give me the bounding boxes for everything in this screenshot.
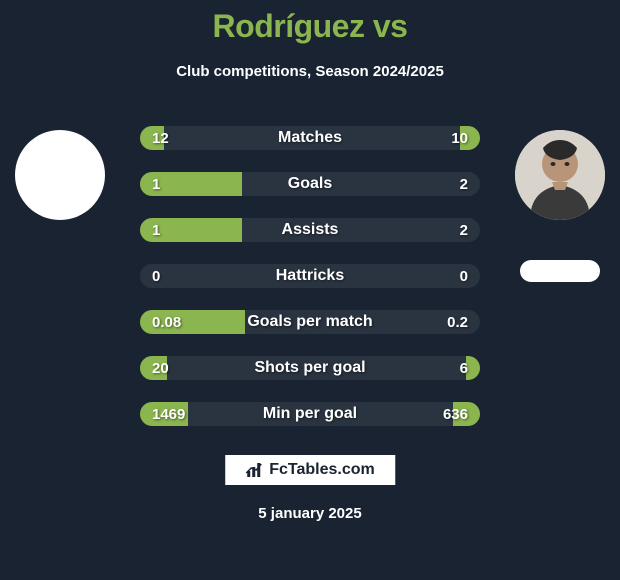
stats-container: 1210Matches 12Goals 12Assists 00Hattricks 0.… bbox=[140, 126, 480, 448]
stat-label: Matches bbox=[140, 126, 480, 150]
stat-row: 12Assists bbox=[140, 218, 480, 242]
player-left-flag bbox=[20, 178, 100, 200]
stat-row: 0.080.2Goals per match bbox=[140, 310, 480, 334]
branding-badge: FcTables.com bbox=[225, 455, 395, 485]
person-icon bbox=[515, 130, 605, 220]
stat-label: Goals bbox=[140, 172, 480, 196]
date-label: 5 january 2025 bbox=[0, 505, 620, 522]
stat-label: Hattricks bbox=[140, 264, 480, 288]
stat-row: 12Goals bbox=[140, 172, 480, 196]
stat-row: 00Hattricks bbox=[140, 264, 480, 288]
page-title: Rodríguez vs bbox=[0, 0, 620, 45]
page-subtitle: Club competitions, Season 2024/2025 bbox=[0, 63, 620, 80]
stat-label: Min per goal bbox=[140, 402, 480, 426]
stat-row: 1469636Min per goal bbox=[140, 402, 480, 426]
stat-label: Assists bbox=[140, 218, 480, 242]
player-right-avatar bbox=[515, 130, 605, 220]
player-left-avatar bbox=[15, 130, 105, 220]
stat-label: Goals per match bbox=[140, 310, 480, 334]
branding-text: FcTables.com bbox=[269, 461, 375, 479]
player-right-flag bbox=[520, 260, 600, 282]
chart-icon bbox=[245, 461, 263, 479]
stat-label: Shots per goal bbox=[140, 356, 480, 380]
stat-row: 1210Matches bbox=[140, 126, 480, 150]
stat-row: 206Shots per goal bbox=[140, 356, 480, 380]
